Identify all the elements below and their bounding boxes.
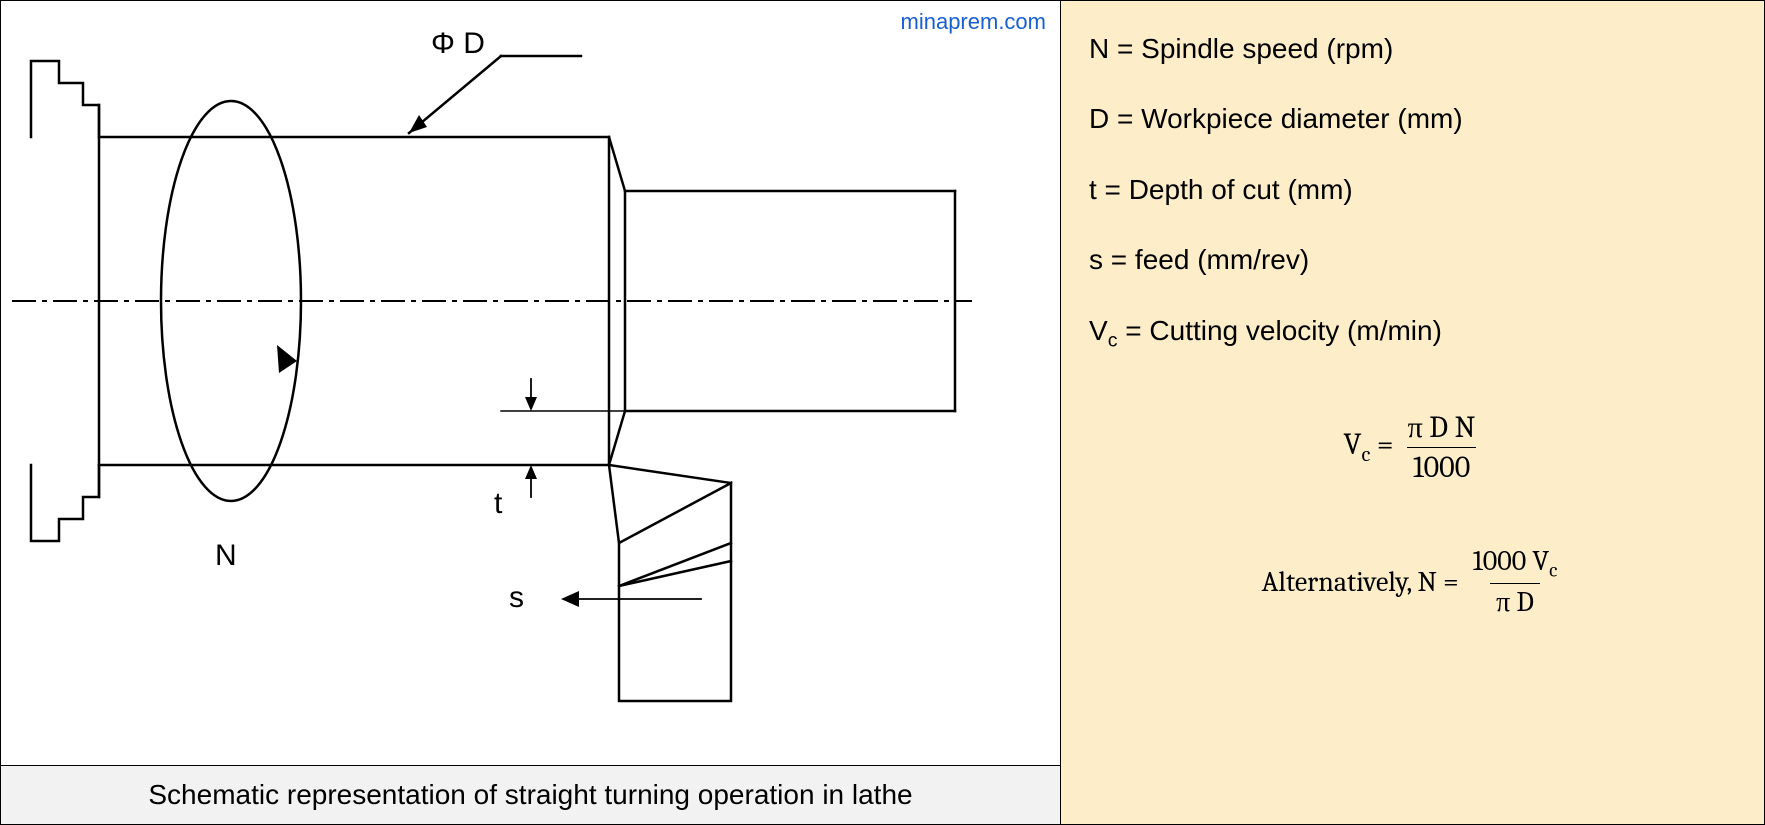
formula-N-fraction: 1000 Vc π D <box>1467 545 1564 620</box>
formula-vc-lhs: Vc = <box>1344 427 1394 467</box>
formula-vc-fraction: π D N 1000 <box>1402 410 1482 485</box>
label-depth-of-cut: t <box>494 487 502 521</box>
label-diameter: Φ D <box>431 27 485 61</box>
formula-N: Alternatively, N = 1000 Vc π D <box>1089 545 1736 620</box>
def-D: D = Workpiece diameter (mm) <box>1089 101 1736 137</box>
caption-text: Schematic representation of straight tur… <box>148 779 912 811</box>
label-feed: s <box>509 581 524 615</box>
diagram-area: minaprem.com <box>1 1 1060 766</box>
legend-panel: N = Spindle speed (rpm) D = Workpiece di… <box>1061 1 1764 824</box>
def-s: s = feed (mm/rev) <box>1089 242 1736 278</box>
formula-block: Vc = π D N 1000 Alternatively, N = 1000 … <box>1089 410 1736 620</box>
formula-vc: Vc = π D N 1000 <box>1089 410 1736 485</box>
left-panel: minaprem.com <box>1 1 1061 824</box>
caption-bar: Schematic representation of straight tur… <box>1 766 1060 824</box>
def-Vc: Vc = Cutting velocity (m/min) <box>1089 313 1736 354</box>
figure-container: minaprem.com <box>0 0 1765 825</box>
def-N: N = Spindle speed (rpm) <box>1089 31 1736 67</box>
definitions-list: N = Spindle speed (rpm) D = Workpiece di… <box>1089 31 1736 354</box>
turning-schematic-svg <box>1 1 1061 766</box>
formula-N-num: 1000 Vc <box>1467 545 1564 584</box>
sym-Vc: Vc <box>1089 315 1117 346</box>
label-spindle-speed: N <box>215 539 237 573</box>
formula-N-prefix: Alternatively, N = <box>1262 566 1459 598</box>
def-t: t = Depth of cut (mm) <box>1089 172 1736 208</box>
